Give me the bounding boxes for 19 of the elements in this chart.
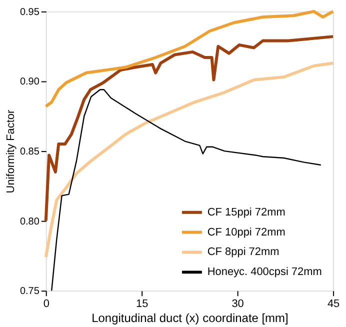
legend-label: Honeyc. 400cpsi 72mm — [207, 266, 322, 278]
line-series — [44, 35, 335, 222]
line-series — [51, 89, 322, 292]
line-series — [44, 62, 335, 259]
y-tick-label: 0.95 — [20, 6, 40, 18]
x-axis-title: Longitudinal duct (x) coordinate [mm] — [92, 311, 288, 326]
x-tick-label: 15 — [136, 298, 148, 310]
x-tick-label: 0 — [43, 298, 50, 310]
y-tick-label: 0.75 — [20, 286, 40, 298]
y-tick-label: 0.85 — [20, 146, 40, 158]
x-tick-label: 45 — [327, 298, 340, 310]
legend-label: CF 8ppi 72mm — [207, 246, 280, 258]
x-tick-label: 30 — [232, 298, 244, 310]
line-series — [44, 10, 335, 108]
legend-label: CF 15ppi 72mm — [207, 206, 286, 218]
legend-label: CF 10ppi 72mm — [207, 226, 286, 238]
y-axis-title: Uniformity Factor — [4, 109, 17, 194]
y-tick-label: 0.90 — [20, 76, 40, 88]
y-tick-label: 0.80 — [20, 216, 40, 228]
